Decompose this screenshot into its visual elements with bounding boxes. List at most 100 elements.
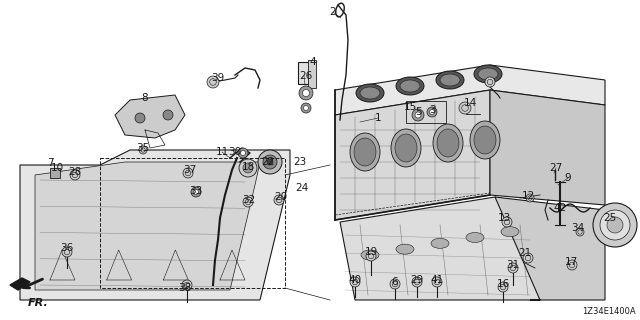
Polygon shape [335, 65, 605, 115]
Ellipse shape [436, 71, 464, 89]
Text: FR.: FR. [28, 298, 49, 308]
Text: 29: 29 [410, 275, 424, 285]
Circle shape [412, 277, 422, 287]
Text: 12: 12 [522, 191, 534, 201]
Circle shape [135, 113, 145, 123]
Ellipse shape [440, 74, 460, 86]
Circle shape [366, 251, 376, 261]
Circle shape [600, 210, 630, 240]
Ellipse shape [395, 134, 417, 162]
Text: 41: 41 [430, 275, 444, 285]
Text: 28: 28 [68, 167, 82, 177]
Text: 5: 5 [415, 107, 421, 117]
Circle shape [163, 110, 173, 120]
Circle shape [191, 187, 201, 197]
Text: 39: 39 [211, 73, 225, 83]
Ellipse shape [470, 121, 500, 159]
Circle shape [299, 86, 313, 100]
Ellipse shape [474, 65, 502, 83]
Text: 1: 1 [374, 113, 381, 123]
Text: 40: 40 [348, 275, 362, 285]
Polygon shape [490, 90, 605, 205]
Ellipse shape [350, 133, 380, 171]
Text: 4: 4 [310, 57, 316, 67]
Text: 26: 26 [300, 71, 312, 81]
Polygon shape [495, 197, 605, 300]
Ellipse shape [431, 238, 449, 248]
Circle shape [183, 168, 193, 178]
Text: 30: 30 [228, 147, 241, 157]
Circle shape [498, 282, 508, 292]
Ellipse shape [437, 129, 459, 157]
Text: 3: 3 [429, 105, 435, 115]
Text: 37: 37 [184, 165, 196, 175]
Circle shape [429, 109, 435, 115]
Text: 10: 10 [51, 163, 63, 173]
Text: 31: 31 [506, 260, 520, 270]
Circle shape [427, 107, 437, 117]
Circle shape [301, 103, 311, 113]
Ellipse shape [466, 233, 484, 243]
Ellipse shape [433, 124, 463, 162]
Circle shape [258, 150, 282, 174]
Ellipse shape [478, 68, 498, 80]
Polygon shape [335, 90, 490, 220]
Circle shape [241, 150, 246, 156]
Ellipse shape [391, 129, 421, 167]
Circle shape [526, 194, 534, 202]
Text: 16: 16 [497, 279, 509, 289]
Circle shape [415, 112, 421, 118]
Polygon shape [115, 95, 185, 138]
Polygon shape [340, 197, 540, 300]
Ellipse shape [361, 250, 379, 260]
Circle shape [523, 253, 533, 263]
Circle shape [274, 195, 284, 205]
Circle shape [243, 163, 253, 173]
Text: 42: 42 [554, 203, 566, 213]
Ellipse shape [360, 87, 380, 99]
Text: 2: 2 [330, 7, 336, 17]
Text: 13: 13 [497, 213, 511, 223]
Ellipse shape [501, 227, 519, 237]
Circle shape [459, 102, 471, 114]
Text: 35: 35 [136, 143, 150, 153]
Circle shape [508, 263, 518, 273]
Text: 21: 21 [518, 248, 532, 258]
Text: 1Z34E1400A: 1Z34E1400A [582, 307, 636, 316]
Ellipse shape [474, 126, 496, 154]
Text: 14: 14 [463, 98, 477, 108]
Text: 7: 7 [47, 158, 53, 168]
Circle shape [182, 280, 192, 290]
Text: 33: 33 [189, 186, 203, 196]
Text: 36: 36 [60, 243, 74, 253]
Ellipse shape [396, 244, 414, 254]
Circle shape [263, 155, 277, 169]
Circle shape [576, 228, 584, 236]
Bar [100, 158, 285, 288]
Text: 19: 19 [364, 247, 378, 257]
Text: 32: 32 [243, 195, 255, 205]
Bar [406, 101, 446, 123]
Circle shape [350, 277, 360, 287]
Polygon shape [10, 278, 30, 290]
Text: 8: 8 [141, 93, 148, 103]
Circle shape [607, 217, 623, 233]
Text: 11: 11 [216, 147, 228, 157]
Ellipse shape [354, 138, 376, 166]
Bar [298, 62, 314, 84]
Text: 23: 23 [293, 157, 307, 167]
Bar [50, 168, 60, 178]
Circle shape [432, 277, 442, 287]
Text: 24: 24 [296, 183, 308, 193]
Circle shape [390, 279, 400, 289]
Text: 25: 25 [604, 213, 616, 223]
Circle shape [193, 189, 198, 195]
Circle shape [485, 77, 495, 87]
Text: 6: 6 [392, 277, 398, 287]
Circle shape [238, 148, 248, 158]
Polygon shape [20, 150, 290, 300]
Circle shape [70, 170, 80, 180]
Text: 34: 34 [572, 223, 584, 233]
Circle shape [303, 106, 308, 110]
Text: 9: 9 [564, 173, 572, 183]
